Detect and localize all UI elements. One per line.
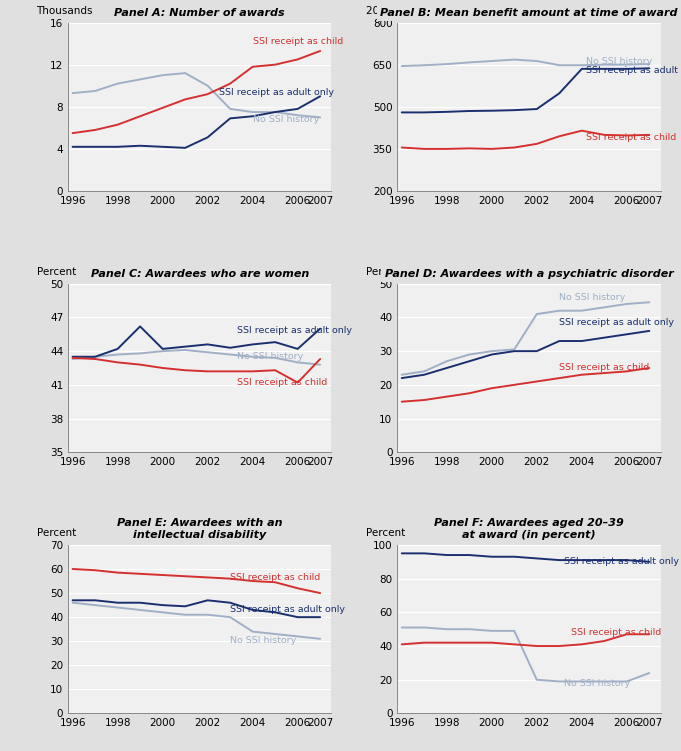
Text: SSI receipt as child: SSI receipt as child	[253, 37, 343, 46]
Text: Percent: Percent	[37, 528, 76, 538]
Text: SSI receipt as adult only: SSI receipt as adult only	[237, 327, 352, 336]
Text: SSI receipt as adult only: SSI receipt as adult only	[219, 88, 334, 97]
Text: SSI receipt as adult only: SSI receipt as adult only	[559, 318, 674, 327]
Text: Percent: Percent	[37, 267, 76, 277]
Title: Panel E: Awardees with an
intellectual disability: Panel E: Awardees with an intellectual d…	[117, 518, 283, 540]
Text: SSI receipt as child: SSI receipt as child	[571, 628, 661, 637]
Text: No SSI history: No SSI history	[253, 115, 319, 124]
Text: Thousands: Thousands	[37, 6, 93, 16]
Text: Percent: Percent	[366, 528, 405, 538]
Text: SSI receipt as adult only: SSI receipt as adult only	[230, 605, 345, 614]
Text: 2007 dollars: 2007 dollars	[366, 6, 430, 16]
Text: No SSI history: No SSI history	[559, 293, 626, 302]
Text: SSI receipt as child: SSI receipt as child	[230, 573, 320, 582]
Title: Panel A: Number of awards: Panel A: Number of awards	[114, 8, 285, 17]
Title: Panel D: Awardees with a psychiatric disorder: Panel D: Awardees with a psychiatric dis…	[385, 269, 674, 279]
Text: No SSI history: No SSI history	[230, 635, 296, 644]
Text: Percent: Percent	[366, 267, 405, 277]
Text: No SSI history: No SSI history	[564, 679, 630, 688]
Text: SSI receipt as adult only: SSI receipt as adult only	[586, 66, 681, 75]
Title: Panel C: Awardees who are women: Panel C: Awardees who are women	[91, 269, 309, 279]
Title: Panel F: Awardees aged 20–39
at award (in percent): Panel F: Awardees aged 20–39 at award (i…	[434, 518, 624, 540]
Text: SSI receipt as child: SSI receipt as child	[559, 363, 650, 372]
Text: No SSI history: No SSI history	[586, 56, 652, 65]
Text: No SSI history: No SSI history	[237, 352, 303, 361]
Text: SSI receipt as adult only: SSI receipt as adult only	[564, 557, 679, 566]
Text: SSI receipt as child: SSI receipt as child	[586, 133, 676, 142]
Title: Panel B: Mean benefit amount at time of award: Panel B: Mean benefit amount at time of …	[380, 8, 678, 17]
Text: SSI receipt as child: SSI receipt as child	[237, 378, 327, 387]
